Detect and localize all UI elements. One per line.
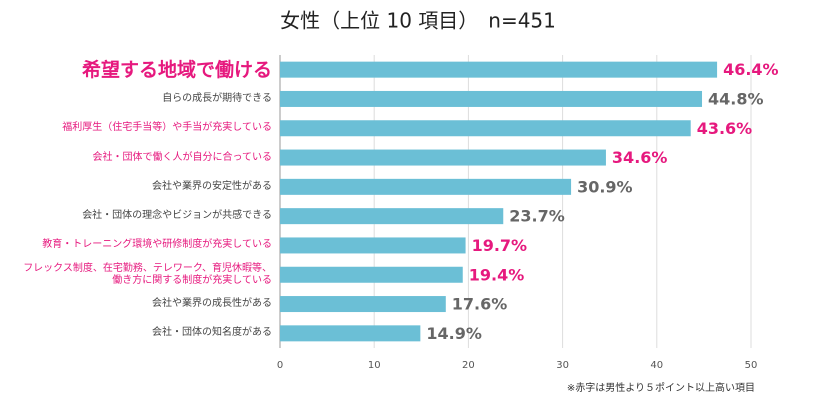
category-label: 会社や業界の安定性がある xyxy=(152,180,272,192)
value-label: 30.9% xyxy=(577,177,633,196)
value-label: 19.7% xyxy=(472,236,528,255)
category-label: 希望する地域で働ける xyxy=(81,58,272,81)
x-tick-label: 50 xyxy=(745,360,758,371)
value-label: 44.8% xyxy=(708,89,764,108)
bar xyxy=(280,296,446,313)
category-label: フレックス制度、在宅勤務、テレワーク、育児休暇等、 働き方に関する制度が充実して… xyxy=(23,262,272,286)
value-label: 14.9% xyxy=(426,324,482,343)
x-tick-label: 10 xyxy=(368,360,381,371)
value-label: 23.7% xyxy=(509,207,565,226)
x-tick-label: 0 xyxy=(277,360,283,371)
bar xyxy=(280,266,463,283)
x-tick-label: 30 xyxy=(556,360,569,371)
bar xyxy=(280,61,718,78)
annotation: ※赤字は男性より５ポイント以上高い項目 xyxy=(567,381,755,394)
x-tick-label: 40 xyxy=(650,360,663,371)
bar xyxy=(280,208,504,225)
category-label: 福利厚生（住宅手当等）や手当が充実している xyxy=(62,122,272,134)
value-label: 17.6% xyxy=(452,295,508,314)
category-label: 会社・団体の知名度がある xyxy=(152,327,272,339)
bar xyxy=(280,120,691,137)
value-label: 19.4% xyxy=(469,265,525,284)
value-label: 43.6% xyxy=(697,119,753,138)
category-label: 会社や業界の成長性がある xyxy=(152,298,272,310)
bar xyxy=(280,90,703,107)
bar xyxy=(280,237,466,254)
bar xyxy=(280,178,572,195)
bar xyxy=(280,325,421,342)
x-tick-label: 20 xyxy=(462,360,475,371)
category-label: 会社・団体の理念やビジョンが共感できる xyxy=(82,210,272,222)
value-label: 46.4% xyxy=(723,60,779,79)
value-label: 34.6% xyxy=(612,148,668,167)
bar xyxy=(280,149,606,166)
category-label: 教育・トレーニング環境や研修制度が充実している xyxy=(42,239,272,251)
chart-title: 女性（上位 10 項目） n=451 xyxy=(280,9,556,33)
category-label: 自らの成長が期待できる xyxy=(162,92,272,104)
category-label: 会社・団体で働く人が自分に合っている xyxy=(92,151,273,163)
